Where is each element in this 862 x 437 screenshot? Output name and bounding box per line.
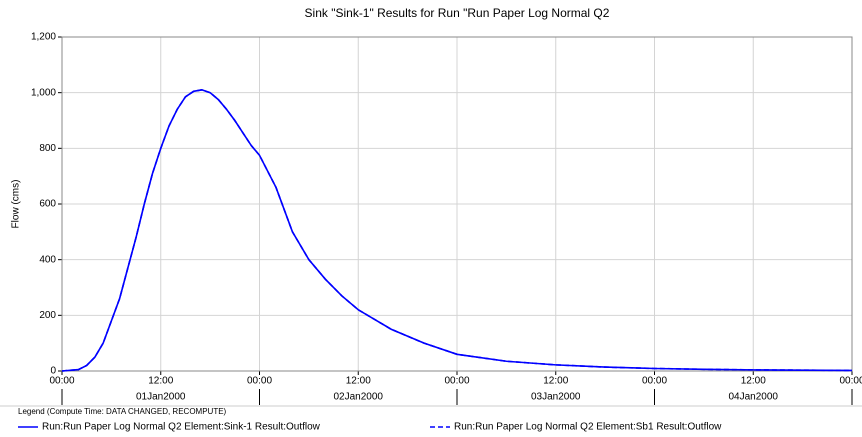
chart-title: Sink "Sink-1" Results for Run "Run Paper… [305,6,610,20]
x-tick-label: 00:00 [49,376,74,387]
day-label: 03Jan2000 [531,392,581,403]
x-tick-label: 12:00 [543,376,568,387]
y-tick-label: 400 [39,254,56,265]
y-tick-label: 200 [39,310,56,321]
x-tick-label: 00:00 [444,376,469,387]
y-tick-label: 0 [50,366,56,377]
y-tick-label: 1,200 [31,32,56,43]
legend-label: Run:Run Paper Log Normal Q2 Element:Sb1 … [454,422,722,433]
x-tick-label: 00:00 [839,376,862,387]
y-tick-label: 800 [39,143,56,154]
x-tick-label: 12:00 [741,376,766,387]
y-tick-label: 1,000 [31,87,56,98]
legend-title: Legend (Compute Time: DATA CHANGED, RECO… [18,407,227,416]
day-label: 04Jan2000 [729,392,779,403]
y-tick-label: 600 [39,199,56,210]
legend-label: Run:Run Paper Log Normal Q2 Element:Sink… [42,422,321,433]
x-tick-label: 12:00 [148,376,173,387]
x-tick-label: 00:00 [247,376,272,387]
y-axis-label: Flow (cms) [11,180,22,229]
day-label: 01Jan2000 [136,392,186,403]
plot-border [61,36,853,372]
x-tick-label: 12:00 [346,376,371,387]
day-label: 02Jan2000 [334,392,384,403]
x-tick-label: 00:00 [642,376,667,387]
series-line [61,89,853,372]
